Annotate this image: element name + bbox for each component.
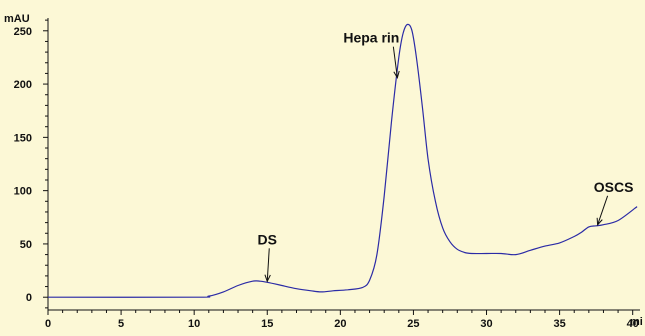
x-tick-label: 20 <box>334 318 346 330</box>
x-tick-label: 35 <box>553 318 565 330</box>
annotation-label: Hepa rin <box>343 30 399 46</box>
annotation-arrowhead <box>264 274 271 283</box>
y-tick-label: 250 <box>14 26 32 38</box>
annotation-arrowhead <box>596 217 603 227</box>
x-tick-label: 40 <box>627 318 639 330</box>
x-tick-label: 25 <box>407 318 419 330</box>
y-tick-label: 100 <box>14 186 32 198</box>
y-tick-label: 150 <box>14 132 32 144</box>
y-tick-label: 0 <box>26 292 32 304</box>
x-tick-label: 5 <box>118 318 124 330</box>
annotation-label: OSCS <box>594 179 634 195</box>
x-tick-label: 30 <box>480 318 492 330</box>
annotation-arrowhead <box>393 70 400 80</box>
x-unit-label: mi <box>630 316 643 328</box>
annotation-arrow <box>597 195 609 225</box>
annotation-label: DS <box>258 231 277 247</box>
x-tick-label: 0 <box>45 318 51 330</box>
axis-ticks: 0 5 10 15 20 25 30 35 40 0 50 100 150 200 250 <box>14 19 639 330</box>
y-tick-label: 50 <box>20 239 32 251</box>
x-tick-label: 10 <box>188 318 200 330</box>
y-tick-label: 200 <box>14 79 32 91</box>
annotation-arrow <box>392 46 398 78</box>
annotations: DS Hepa rin OSCS <box>258 30 634 283</box>
x-tick-label: 15 <box>261 318 273 330</box>
series-line <box>47 23 638 298</box>
y-unit-label: mAU <box>4 13 30 25</box>
annotation-arrow <box>266 248 270 282</box>
